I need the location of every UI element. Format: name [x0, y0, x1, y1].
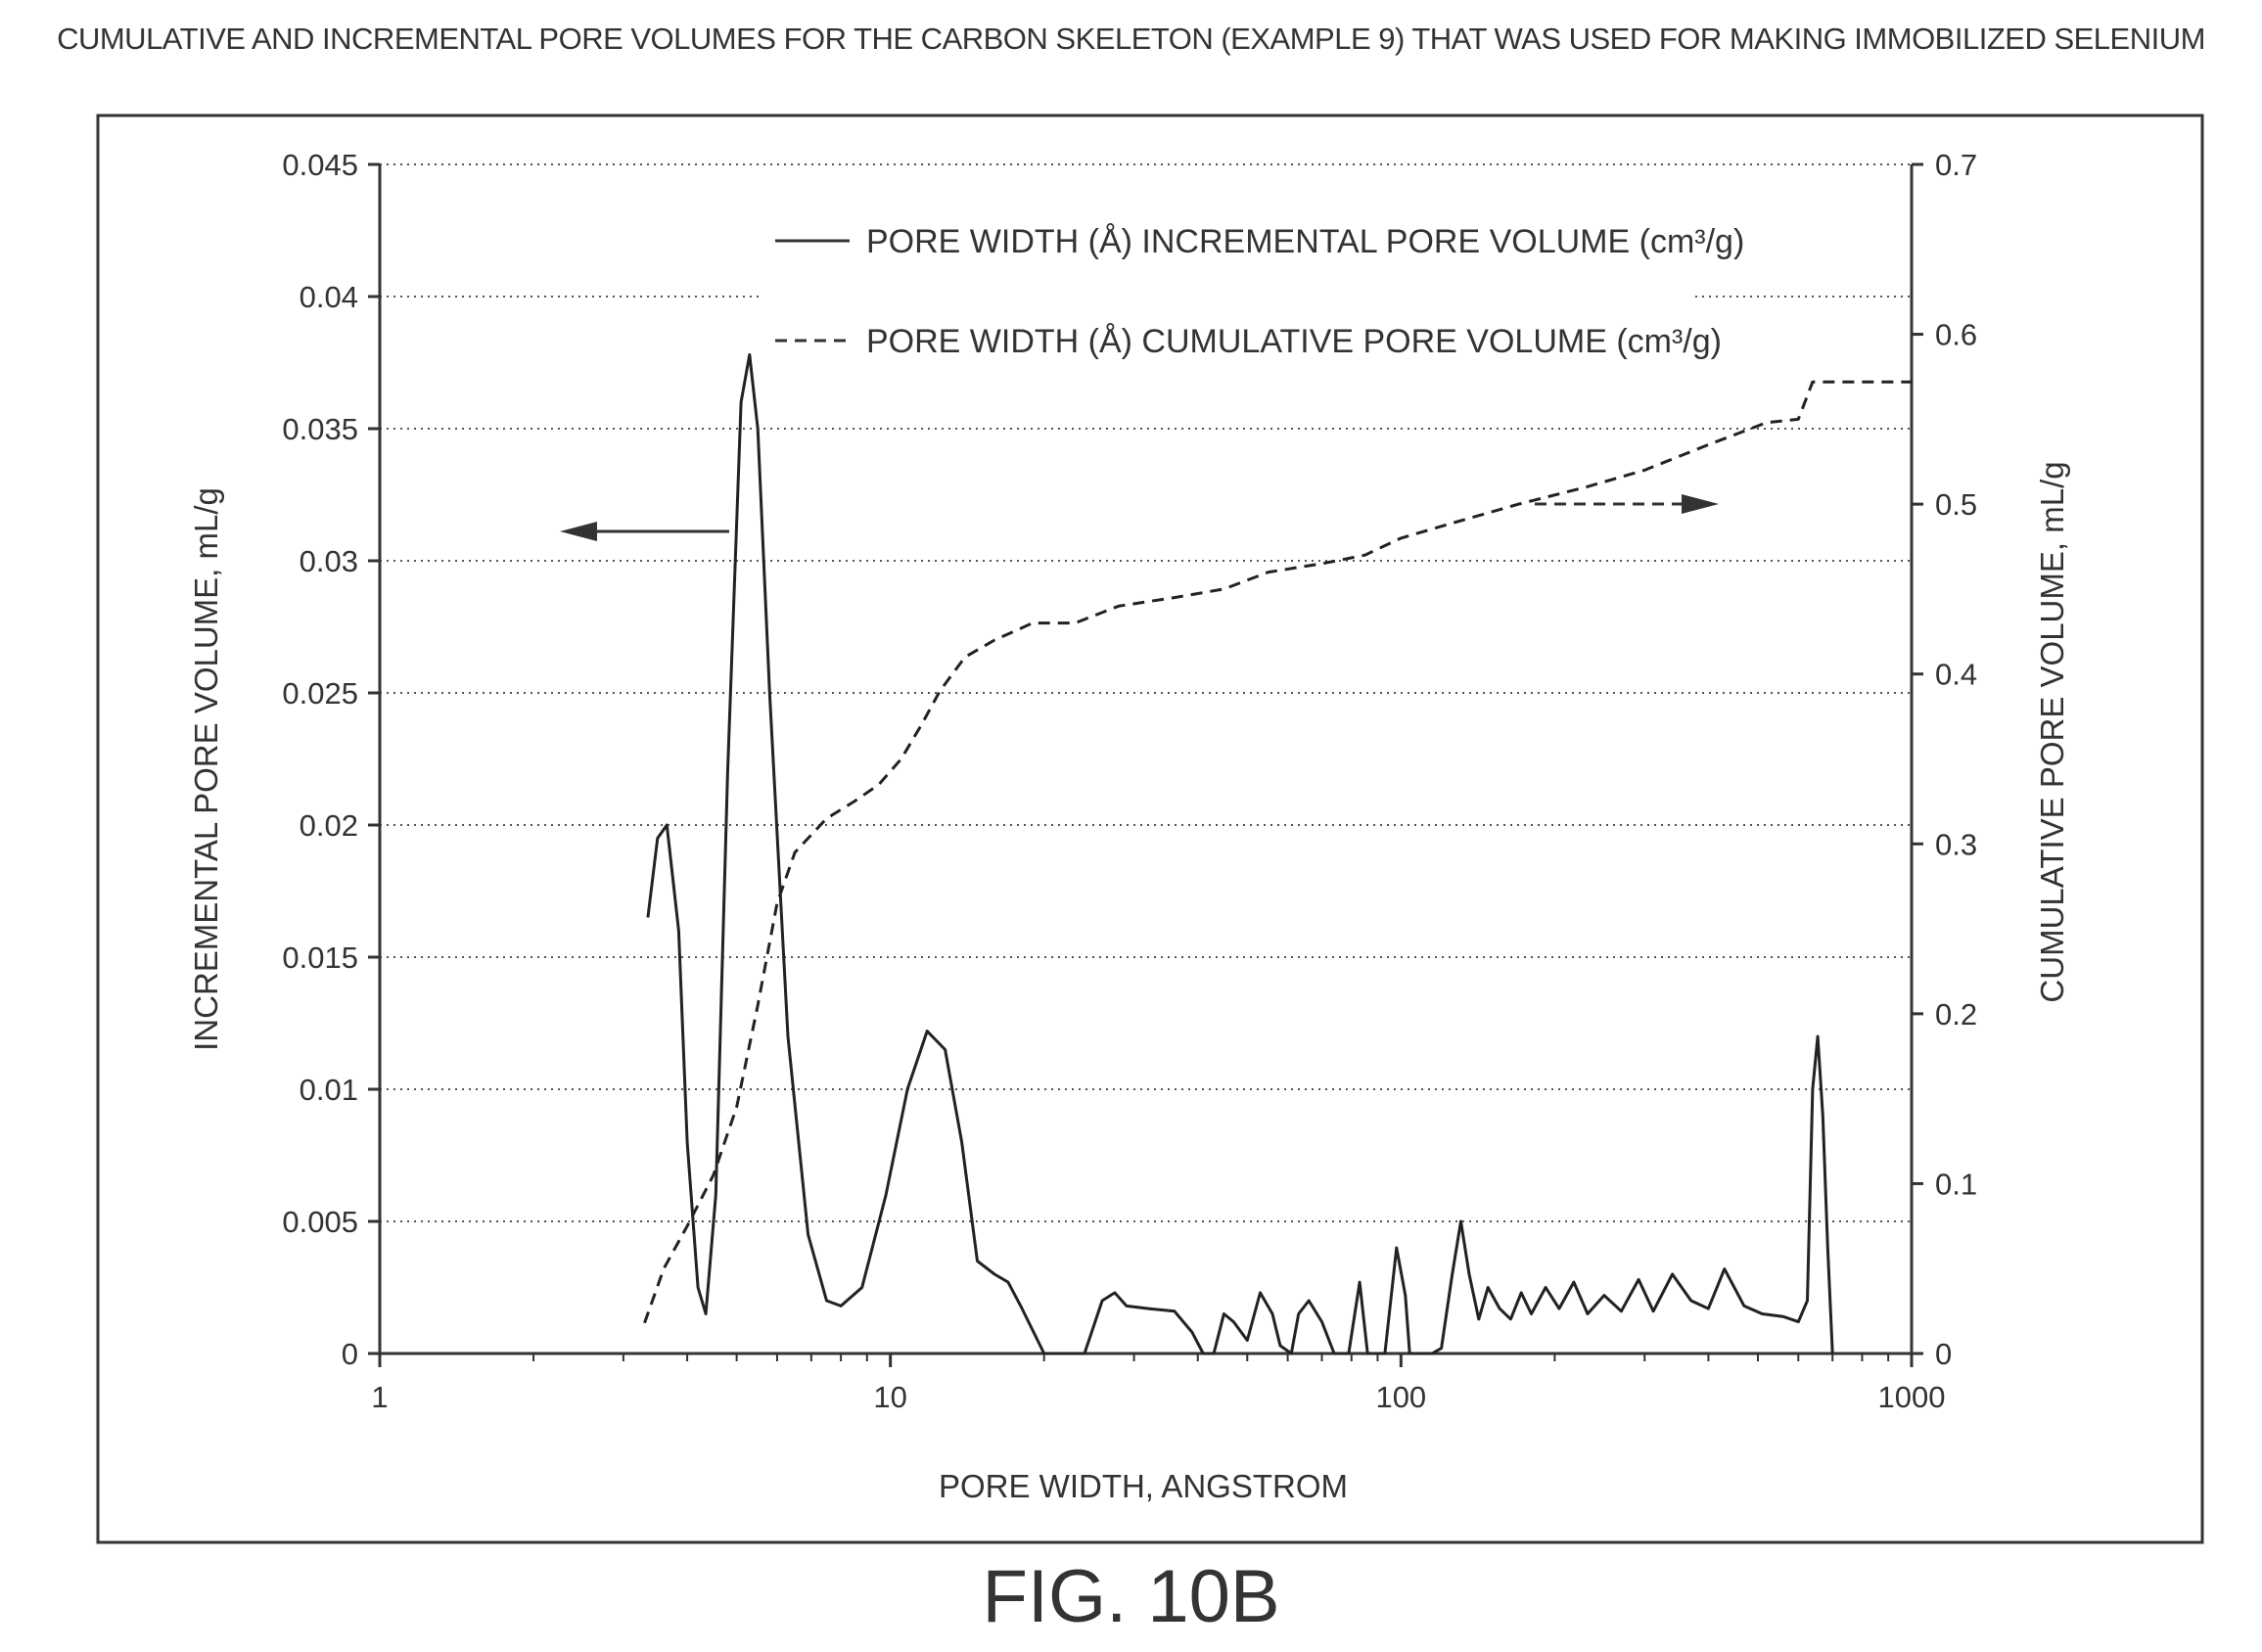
y-right-tick-label: 0.6: [1935, 318, 1977, 352]
x-axis-label: PORE WIDTH, ANGSTROM: [939, 1468, 1348, 1504]
series: [643, 352, 1912, 1355]
chart-title: CUMULATIVE AND INCREMENTAL PORE VOLUMES …: [57, 22, 2205, 56]
y-right-tick-label: 0.2: [1935, 997, 1977, 1032]
incremental-series-line: [646, 352, 1834, 1355]
legend: PORE WIDTH (Å) INCREMENTAL PORE VOLUME (…: [763, 204, 1744, 380]
axis-arrows: [560, 494, 1719, 541]
legend-label-cumulative: PORE WIDTH (Å) CUMULATIVE PORE VOLUME (c…: [866, 323, 1722, 360]
legend-label-incremental: PORE WIDTH (Å) INCREMENTAL PORE VOLUME (…: [866, 223, 1744, 260]
y-right-tick-label: 0.1: [1935, 1167, 1977, 1201]
x-tick-label: 1: [371, 1380, 388, 1414]
cumulative-series-line: [643, 380, 1912, 1324]
y-axis-right-label: CUMULATIVE PORE VOLUME, mL/g: [2034, 461, 2070, 1002]
x-tick-label: 1000: [1878, 1380, 1946, 1414]
grid: [380, 163, 1912, 1222]
y-right-tick-label: 0.7: [1935, 148, 1977, 182]
y-right-tick-label: 0: [1935, 1337, 1952, 1371]
y-axis-left-label: INCREMENTAL PORE VOLUME, mL/g: [188, 487, 224, 1051]
y-left-tick-label: 0.025: [282, 676, 358, 711]
x-tick-label: 100: [1375, 1380, 1426, 1414]
left-axis-arrowhead: [560, 522, 597, 541]
figure-caption: FIG. 10B: [982, 1555, 1280, 1638]
y-left-tick-label: 0: [342, 1337, 358, 1371]
y-left-tick-label: 0.04: [300, 280, 358, 314]
legend-box: [763, 204, 1693, 380]
y-left-tick-label: 0.02: [300, 808, 358, 843]
y-right-tick-label: 0.3: [1935, 827, 1977, 861]
y-right-tick-label: 0.4: [1935, 658, 1977, 692]
y-left-tick-label: 0.03: [300, 544, 358, 578]
y-left-tick-label: 0.01: [300, 1073, 358, 1107]
y-left-tick-label: 0.005: [282, 1205, 358, 1239]
right-axis-arrowhead: [1682, 494, 1719, 514]
chart-frame: [96, 114, 2204, 1544]
y-left-tick-label: 0.015: [282, 941, 358, 975]
x-tick-label: 10: [873, 1380, 906, 1414]
y-left-tick-label: 0.035: [282, 412, 358, 446]
y-left-tick-label: 0.045: [282, 148, 358, 182]
y-right-tick-label: 0.5: [1935, 487, 1977, 522]
axes: 0 0.005 0.01 0.015 0.02 0.025 0.03 0.035 0.04 0.0…: [282, 148, 1977, 1414]
